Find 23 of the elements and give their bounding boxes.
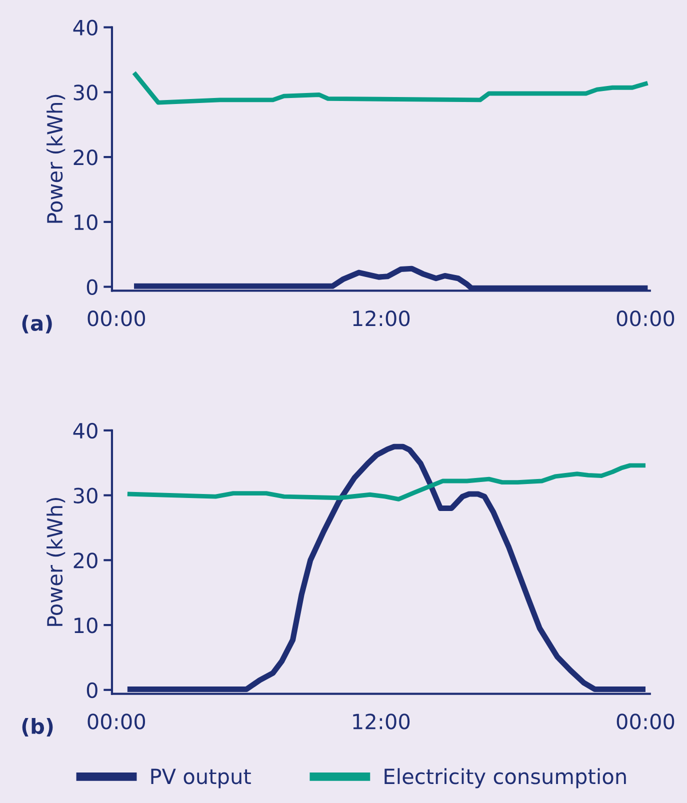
x-tick-label: 00:00: [88, 310, 146, 326]
x-tick-label: 00:00: [616, 714, 674, 730]
x-tick-label: 00:00: [616, 310, 674, 326]
line-series: [132, 70, 650, 105]
y-tick-label: 20: [74, 552, 98, 568]
y-tick-label: 10: [74, 214, 98, 230]
legend-label: PV output: [151, 768, 251, 788]
y-tick-label: 30: [74, 84, 98, 100]
y-tick-label: 40: [73, 422, 98, 439]
y-tick-label: 10: [74, 617, 98, 634]
text: (b): [22, 718, 53, 737]
y-tick-label: 30: [74, 488, 98, 504]
y-tick-label: 0: [86, 682, 98, 698]
y-tick-label: 40: [73, 20, 98, 36]
legend-label: Electricity consumption: [384, 768, 626, 788]
y-tick-label: 0: [86, 279, 98, 296]
x-tick-label: 12:00: [353, 714, 410, 730]
x-tick-label: 12:00: [353, 310, 410, 326]
y-tick-label: 20: [74, 150, 98, 166]
text: (a): [22, 314, 52, 334]
y-axis-title: Power (kWh): [46, 94, 66, 223]
y-axis-title: Power (kWh): [46, 498, 66, 626]
x-tick-label: 00:00: [88, 714, 146, 730]
